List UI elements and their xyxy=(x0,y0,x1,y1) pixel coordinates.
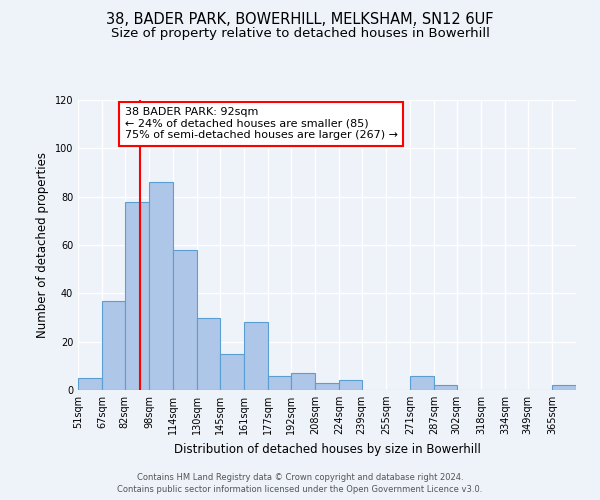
Bar xyxy=(125,202,149,390)
Bar xyxy=(149,182,173,390)
Text: Contains HM Land Registry data © Crown copyright and database right 2024.: Contains HM Land Registry data © Crown c… xyxy=(137,474,463,482)
Bar xyxy=(552,385,576,390)
Bar xyxy=(434,385,457,390)
Bar xyxy=(220,354,244,390)
Bar xyxy=(315,383,339,390)
Bar xyxy=(291,373,315,390)
Bar xyxy=(268,376,291,390)
X-axis label: Distribution of detached houses by size in Bowerhill: Distribution of detached houses by size … xyxy=(173,442,481,456)
Text: Size of property relative to detached houses in Bowerhill: Size of property relative to detached ho… xyxy=(110,28,490,40)
Text: 38, BADER PARK, BOWERHILL, MELKSHAM, SN12 6UF: 38, BADER PARK, BOWERHILL, MELKSHAM, SN1… xyxy=(106,12,494,28)
Text: 38 BADER PARK: 92sqm
← 24% of detached houses are smaller (85)
75% of semi-detac: 38 BADER PARK: 92sqm ← 24% of detached h… xyxy=(125,108,398,140)
Bar xyxy=(339,380,362,390)
Y-axis label: Number of detached properties: Number of detached properties xyxy=(36,152,49,338)
Bar xyxy=(78,378,102,390)
Bar xyxy=(244,322,268,390)
Bar xyxy=(197,318,220,390)
Bar xyxy=(173,250,197,390)
Bar xyxy=(102,300,125,390)
Bar xyxy=(410,376,434,390)
Text: Contains public sector information licensed under the Open Government Licence v3: Contains public sector information licen… xyxy=(118,485,482,494)
